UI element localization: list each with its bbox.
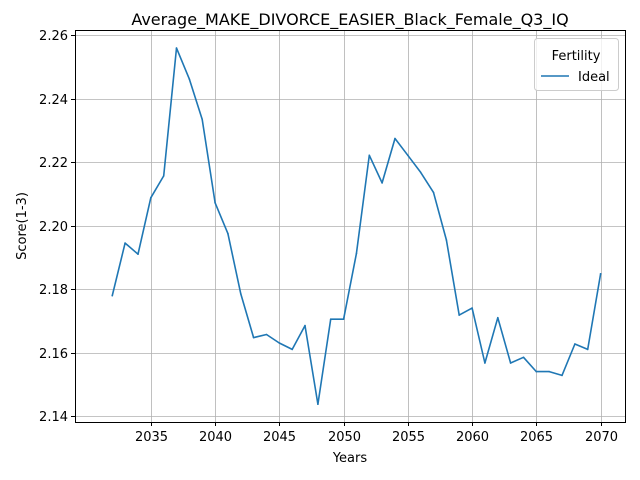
data-point bbox=[291, 348, 294, 351]
data-point bbox=[509, 362, 512, 364]
x-axis-ticks: 2035 2040 2045 2050 2055 2060 2065 2070 bbox=[135, 422, 618, 445]
y-axis-ticks: 2.14 2.16 2.18 2.20 2.22 2.24 2.26 bbox=[39, 29, 75, 425]
x-tick-label: 2055 bbox=[392, 430, 425, 445]
y-tick-label: 2.26 bbox=[39, 29, 68, 44]
legend: Fertility Ideal bbox=[534, 38, 619, 91]
data-point bbox=[111, 294, 114, 297]
y-tick-label: 2.18 bbox=[39, 283, 68, 298]
y-tick-label: 2.16 bbox=[39, 347, 68, 362]
data-point bbox=[394, 137, 396, 140]
plot-frame bbox=[75, 30, 626, 423]
data-point bbox=[381, 182, 383, 184]
y-tick-label: 2.20 bbox=[39, 220, 68, 235]
y-tick-label: 2.22 bbox=[39, 156, 68, 171]
data-point bbox=[586, 348, 589, 351]
y-tick-label: 2.24 bbox=[39, 93, 68, 108]
data-point bbox=[432, 191, 435, 194]
data-point bbox=[175, 47, 178, 49]
data-point bbox=[355, 252, 358, 255]
x-tick-label: 2060 bbox=[456, 430, 489, 445]
data-point bbox=[252, 336, 255, 339]
x-tick-label: 2045 bbox=[263, 430, 296, 445]
data-point bbox=[137, 253, 139, 255]
data-point bbox=[548, 370, 550, 373]
y-tick-label: 2.14 bbox=[39, 410, 68, 425]
data-point bbox=[599, 273, 602, 275]
data-point bbox=[265, 333, 268, 336]
data-point bbox=[484, 362, 486, 364]
data-point bbox=[561, 374, 563, 377]
legend-title: Fertility bbox=[552, 49, 601, 64]
data-point bbox=[445, 239, 448, 241]
data-point bbox=[368, 154, 371, 157]
data-point bbox=[471, 307, 473, 309]
data-point bbox=[419, 171, 422, 174]
data-point bbox=[535, 370, 538, 373]
x-tick-label: 2040 bbox=[199, 430, 232, 445]
data-point bbox=[124, 242, 126, 244]
data-point bbox=[214, 202, 216, 204]
x-tick-label: 2050 bbox=[328, 430, 361, 445]
data-point bbox=[240, 293, 242, 295]
data-point bbox=[162, 175, 165, 177]
legend-box bbox=[534, 38, 619, 91]
data-point bbox=[317, 403, 319, 406]
data-point bbox=[342, 318, 345, 321]
data-point bbox=[407, 154, 409, 157]
legend-label-ideal: Ideal bbox=[578, 70, 610, 85]
data-point bbox=[278, 342, 281, 344]
data-point bbox=[304, 324, 306, 327]
data-point bbox=[150, 197, 152, 199]
data-point bbox=[497, 316, 499, 319]
chart-title: Average_MAKE_DIVORCE_EASIER_Black_Female… bbox=[131, 10, 568, 30]
x-tick-label: 2070 bbox=[585, 430, 618, 445]
x-tick-label: 2065 bbox=[520, 430, 553, 445]
x-tick-label: 2035 bbox=[135, 430, 168, 445]
data-point bbox=[201, 118, 203, 121]
y-axis-label: Score(1-3) bbox=[15, 192, 30, 260]
series-layer bbox=[111, 47, 602, 406]
data-point bbox=[522, 356, 525, 359]
data-point bbox=[329, 318, 332, 321]
x-axis-label: Years bbox=[332, 451, 368, 466]
data-point bbox=[227, 232, 229, 235]
data-point bbox=[188, 78, 191, 80]
data-point bbox=[574, 343, 576, 345]
data-point bbox=[458, 314, 461, 316]
